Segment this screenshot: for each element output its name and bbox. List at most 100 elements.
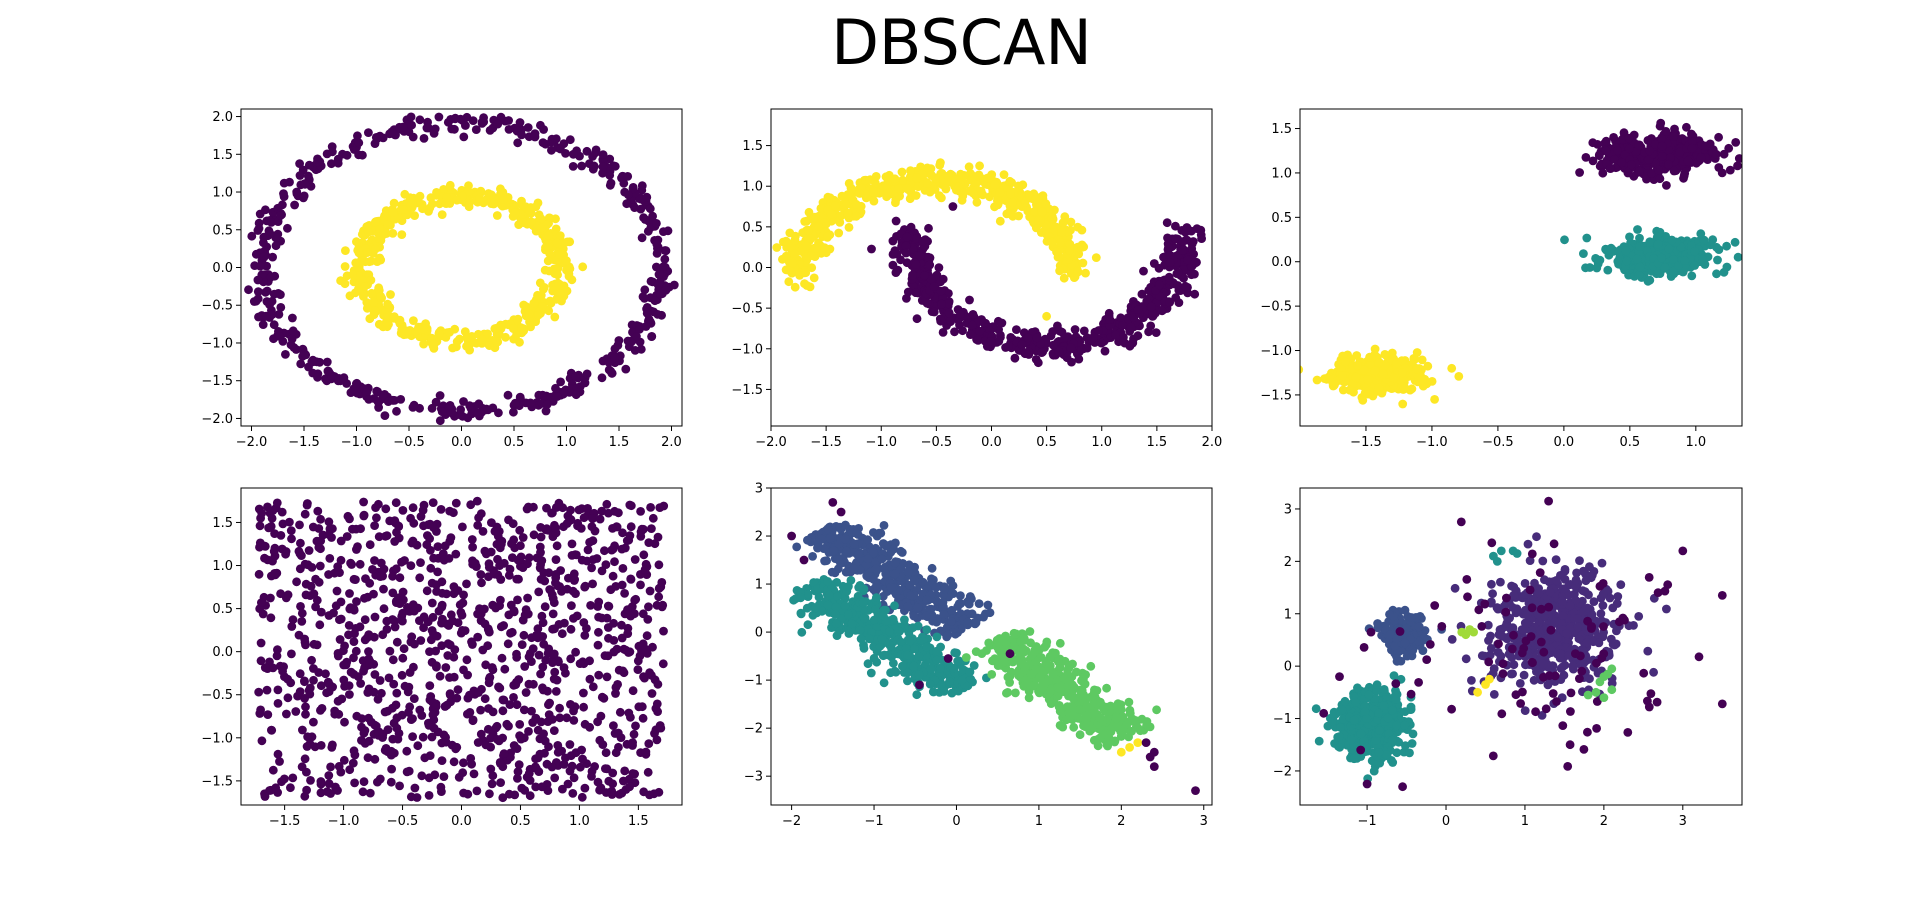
data-point-cluster-0 [630,203,639,213]
data-point-cluster-0 [291,707,301,716]
data-point-cluster-0 [288,313,297,323]
data-point-cluster-0 [324,771,334,780]
data-point-cluster-1 [1165,298,1175,307]
data-point-cluster-0 [268,252,277,262]
data-point-cluster-0 [504,789,514,799]
data-point-cluster-1 [1579,249,1588,258]
y-tick-label: 0.0 [742,261,763,276]
axes-frame [240,108,683,427]
data-point-cluster-0 [640,215,650,224]
data-point-cluster-0 [609,618,618,628]
data-point-cluster-0 [1627,160,1636,170]
data-point-cluster-1 [386,290,395,299]
x-tick-label: 0.5 [1620,435,1641,450]
data-point-cluster-0 [348,524,357,534]
data-point-cluster-0 [277,507,287,517]
data-point-cluster-1 [1722,241,1731,251]
data-point-cluster-1 [362,303,372,313]
data-point-cluster-0 [282,709,291,719]
data-point-cluster-0 [354,672,363,682]
data-point-cluster-0 [790,249,800,259]
data-point-cluster-1 [519,300,529,310]
data-point-cluster-0 [585,537,594,547]
data-point-cluster-0 [326,789,335,798]
data-point-cluster-0 [292,187,302,197]
data-point-cluster-0 [316,777,326,786]
data-point-cluster-0 [509,407,518,417]
data-point-cluster-1 [435,199,444,209]
data-point-cluster-0 [1047,213,1057,223]
data-point-cluster-0 [529,502,538,512]
data-point-cluster-0 [504,571,514,580]
data-point-cluster-0 [354,138,364,148]
data-point-cluster-0 [890,174,900,184]
data-point-cluster-1 [1174,298,1184,307]
data-point-cluster-0 [386,777,396,787]
data-point-cluster-0 [585,656,594,666]
data-point-cluster-0 [275,757,284,766]
data-point-cluster-0 [608,524,617,533]
data-point-cluster-0 [296,602,305,611]
data-point-cluster-0 [429,523,439,533]
data-point-cluster-0 [651,725,661,735]
data-point-cluster-0 [538,662,548,672]
axes-frame [1299,108,1743,427]
data-point-cluster-0 [1734,154,1742,163]
data-point-cluster-1 [359,292,368,301]
data-point-cluster-0 [503,639,513,649]
data-point-cluster-0 [639,787,649,797]
data-point-cluster-1 [464,181,473,191]
data-point-cluster-0 [258,320,268,329]
data-point-cluster-0 [623,190,633,200]
data-point-cluster-0 [358,150,367,160]
data-point-cluster-0 [276,290,285,299]
data-point-cluster-0 [459,590,468,600]
data-point-cluster-0 [392,713,402,723]
data-point-cluster-0 [304,160,314,170]
data-point-cluster-0 [515,392,525,402]
data-point-cluster-0 [549,674,559,684]
data-point-cluster-0 [262,685,272,695]
data-point-cluster-1 [1690,261,1700,270]
data-point-cluster-2 [1397,368,1407,378]
x-tick-label: −1.0 [1416,435,1448,450]
data-point-cluster-1 [1157,306,1167,316]
data-point-cluster-0 [654,592,664,602]
data-point-cluster-0 [412,540,422,550]
data-point-cluster-0 [468,116,478,125]
data-point-cluster-0 [586,601,595,610]
data-point-cluster-0 [504,116,513,125]
data-point-cluster-0 [508,519,518,529]
data-point-cluster-1 [936,286,946,296]
data-point-cluster-0 [593,602,603,611]
data-point-cluster-0 [562,713,572,723]
data-point-cluster-0 [416,558,425,567]
data-point-cluster-0 [443,117,453,127]
data-point-cluster-0 [571,647,580,657]
data-point-cluster-1 [374,319,384,329]
data-point-cluster-0 [524,727,533,736]
data-point-cluster-0 [577,792,587,802]
data-point-cluster-0 [286,526,296,535]
data-point-cluster-1 [1147,302,1156,312]
data-point [1605,164,1615,173]
data-point-cluster-0 [364,128,373,138]
data-point-cluster-0 [800,279,809,289]
data-point-cluster-0 [539,639,549,649]
data-point-cluster-0 [452,742,462,752]
data-point-cluster-1 [1632,254,1642,264]
data-point-cluster-0 [588,555,598,564]
data-point-cluster-0 [262,286,272,296]
data-point-cluster-0 [894,183,903,193]
data-point-cluster-0 [490,569,500,579]
data-point-cluster-1 [1137,289,1147,299]
data-point-cluster-0 [639,550,649,560]
data-point-cluster-1 [1162,218,1172,228]
data-point-cluster-0 [398,506,408,515]
data-point-cluster-1 [911,288,921,297]
data-point-cluster-1 [997,318,1007,328]
data-point-cluster-0 [654,270,664,279]
data-point-cluster-0 [426,545,435,555]
data-point-cluster-0 [1711,149,1721,159]
data-point-cluster-1 [1614,248,1624,257]
